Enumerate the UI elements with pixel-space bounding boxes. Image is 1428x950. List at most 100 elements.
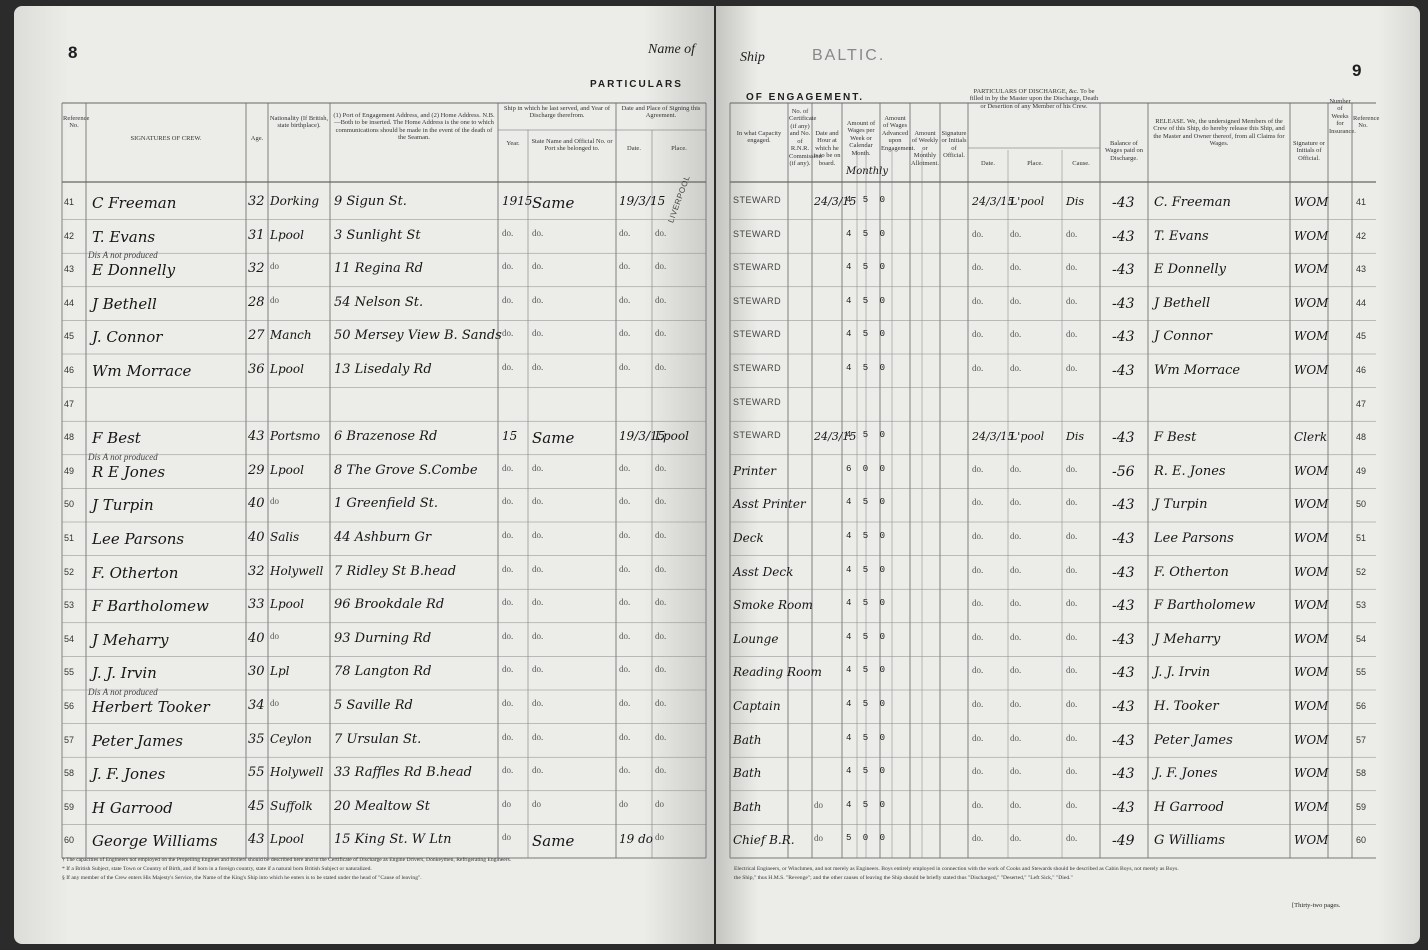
page-number: 9 — [1352, 61, 1362, 80]
ref-number: 55 — [1356, 667, 1367, 678]
cell-place: do — [655, 832, 664, 843]
column-header: Signature or Initials of Official. — [1293, 140, 1325, 162]
cell-name: Herbert Tooker — [92, 698, 210, 716]
cell-ship: do. — [532, 362, 544, 372]
cell-ref: 44 — [64, 297, 75, 308]
cell-address: 54 Nelson St. — [334, 294, 424, 310]
cell-place: do. — [655, 294, 667, 305]
cell-address: 1 Greenfield St. — [334, 496, 438, 512]
cell-ship: do. — [532, 294, 544, 305]
cell-d_date: do. — [972, 833, 984, 844]
cell-capacity: Asst Printer — [733, 497, 806, 512]
cell-name: J. F. Jones — [92, 765, 166, 784]
ship-label: Ship — [740, 50, 765, 65]
cell-capacity: Smoke Room — [733, 598, 813, 613]
cell-age: 40 — [248, 530, 265, 545]
cell-d_place: do. — [1010, 799, 1022, 810]
cell-ref: 49 — [64, 465, 75, 476]
cell-address: 93 Durning Rd — [334, 630, 432, 646]
cell-ship: do. — [532, 765, 544, 776]
cell-place: do. — [655, 227, 667, 238]
cell-ref: 60 — [64, 835, 75, 846]
column-header: Place. — [1027, 160, 1043, 167]
cell-address: 13 Lisedaly Rd — [334, 362, 432, 377]
cell-place: do. — [655, 664, 667, 675]
cell-ref: 51 — [64, 533, 75, 543]
column-header: SIGNATURES OF CREW. — [130, 135, 202, 142]
cell-age: 32 — [248, 261, 265, 277]
cell-name: E Donnelly — [92, 261, 176, 280]
cell-place: do. — [655, 496, 667, 507]
cell-capacity: Reading Room — [733, 665, 822, 680]
column-header: Place. — [671, 145, 687, 152]
cell-cause: do. — [1066, 833, 1078, 844]
column-header: Age. — [250, 135, 264, 142]
cell-cause: do. — [1066, 329, 1078, 340]
cell-year: do. — [502, 496, 514, 507]
column-header: No. of Certificate (if any) and No. of R… — [789, 108, 822, 168]
section-heading: OF ENGAGEMENT. — [746, 92, 865, 103]
cell-cause: do. — [1066, 531, 1078, 541]
cell-ship: do. — [532, 261, 544, 272]
column-header: (1) Port of Engagement Address, and (2) … — [333, 112, 495, 142]
cell-place: do. — [655, 328, 667, 339]
cell-age: 32 — [248, 194, 265, 209]
cell-age: 36 — [248, 362, 265, 377]
ref-number: 53 — [1356, 600, 1367, 611]
cell-d_place: L'pool — [1010, 430, 1045, 444]
cell-age: 40 — [248, 496, 265, 512]
cell-d_date: do. — [972, 732, 984, 743]
cell-age: 40 — [248, 630, 265, 646]
cell-release: H. Tooker — [1154, 699, 1219, 714]
cell-wages: 4 5 0 — [846, 329, 889, 340]
cell-year: do — [502, 798, 511, 809]
cell-address: 7 Ridley St B.head — [334, 563, 457, 579]
cell-ref: 46 — [64, 365, 75, 375]
cell-ship: do. — [532, 462, 544, 473]
cell-ship: Same — [532, 429, 575, 448]
cell-ref: 45 — [64, 331, 75, 342]
cell-date: 19 do — [619, 832, 653, 847]
cell-year: do. — [502, 630, 514, 641]
cell-date: do. — [619, 530, 631, 540]
ref-number: 42 — [1356, 230, 1367, 241]
cell-name: J. J. Irvin — [92, 664, 157, 683]
cell-ref: 52 — [64, 566, 75, 577]
cell-d_date: do. — [972, 665, 984, 676]
cell-wages: 4 5 0 — [846, 497, 889, 508]
cell-d_place: do. — [1010, 631, 1022, 642]
cell-initials: WOM — [1294, 228, 1329, 243]
cell-place: do. — [655, 731, 667, 742]
footnote: § If any member of the Crew enters His M… — [62, 875, 422, 881]
cell-d_place: do. — [1010, 833, 1022, 844]
footnote: * If a British Subject, state Town or Co… — [62, 866, 372, 872]
cell-wages: 4 5 0 — [846, 665, 889, 676]
cell-d_date: do. — [972, 799, 984, 810]
cell-release: F Best — [1154, 430, 1197, 446]
column-header: Amount of Wages per Week or Calendar Mon… — [846, 120, 876, 157]
cell-d_place: do. — [1010, 262, 1022, 273]
cell-balance: -43 — [1112, 195, 1135, 211]
cell-date_hour: 24/3/15 — [814, 195, 857, 208]
left-page — [14, 6, 714, 944]
cell-cause: do. — [1066, 262, 1078, 273]
cell-age: 43 — [248, 832, 265, 848]
cell-year: 1915 — [502, 194, 533, 208]
cell-date: do. — [619, 563, 631, 574]
cell-ref: 47 — [64, 398, 75, 409]
cell-name: F Best — [92, 429, 141, 448]
cell-balance: -43 — [1112, 598, 1135, 615]
cell-capacity: STEWARD — [733, 363, 782, 373]
cell-name: J Meharry — [92, 630, 169, 649]
cell-initials: WOM — [1294, 564, 1329, 579]
cell-release: E Donnelly — [1154, 262, 1226, 278]
cell-age: 45 — [248, 798, 265, 814]
cell-ship: do. — [532, 698, 544, 708]
cell-address: 50 Mersey View B. Sands — [334, 328, 502, 344]
name-of-label: Name of — [648, 42, 696, 57]
cell-age: 55 — [248, 765, 265, 781]
cell-release: H Garrood — [1154, 799, 1225, 815]
column-header: State Name and Official No. or Port she … — [531, 138, 613, 153]
cell-year: do. — [502, 227, 514, 238]
cell-year: do — [502, 832, 511, 843]
